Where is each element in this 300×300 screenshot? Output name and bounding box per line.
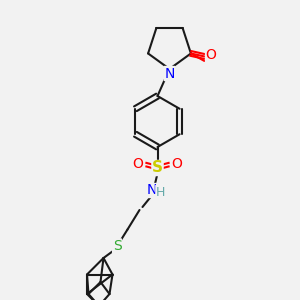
Text: S: S (112, 239, 122, 253)
Text: N: N (164, 67, 175, 80)
Text: H: H (156, 185, 165, 199)
Text: O: O (206, 48, 216, 62)
Text: O: O (172, 157, 182, 171)
Text: O: O (133, 157, 143, 171)
Text: N: N (146, 184, 157, 197)
Text: S: S (152, 160, 163, 175)
